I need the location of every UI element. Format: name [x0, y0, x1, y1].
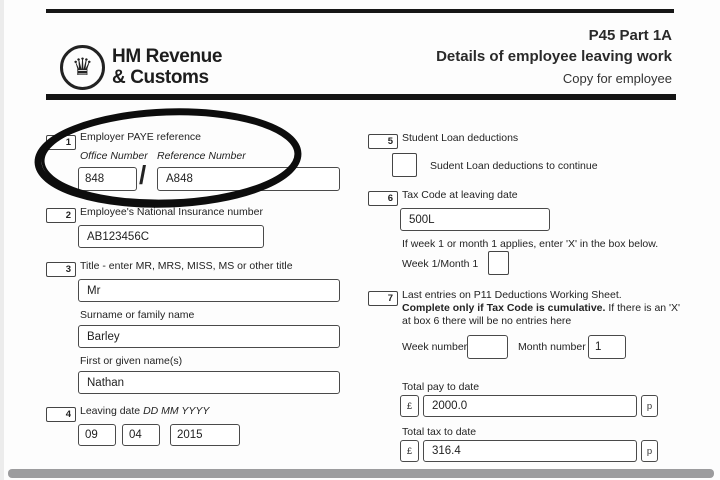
- first-name-label: First or given name(s): [80, 355, 183, 367]
- tax-pence-symbol: p: [641, 440, 658, 462]
- week-number-field[interactable]: [467, 335, 508, 359]
- total-pay-label: Total pay to date: [402, 381, 480, 393]
- total-pay-field[interactable]: 2000.0: [423, 395, 637, 417]
- office-number-label: Office Number: [80, 150, 148, 162]
- logo-line2: & Customs: [112, 67, 209, 88]
- student-loan-continue-label: Sudent Loan deductions to continue: [430, 160, 598, 172]
- month-number-field[interactable]: 1: [588, 335, 626, 359]
- header-rule: [46, 94, 676, 100]
- page-subtitle: Details of employee leaving work: [436, 48, 672, 65]
- box7-label-bold: Complete only if Tax Code is cumulative.: [402, 302, 606, 314]
- box6-label: Tax Code at leaving date: [402, 189, 518, 201]
- box7-label-line3: at box 6 there will be no entries here: [402, 315, 572, 327]
- office-number-field[interactable]: 848: [78, 167, 137, 191]
- ni-number-field[interactable]: AB123456C: [78, 225, 264, 248]
- reference-number-label: Reference Number: [157, 150, 246, 162]
- surname-field[interactable]: Barley: [78, 325, 340, 348]
- box6-note: If week 1 or month 1 applies, enter 'X' …: [402, 238, 659, 250]
- first-name-field[interactable]: Nathan: [78, 371, 340, 394]
- leaving-year-field[interactable]: 2015: [170, 424, 240, 446]
- leaving-month-field[interactable]: 04: [122, 424, 160, 446]
- box2-label: Employee's National Insurance number: [80, 206, 263, 218]
- week-number-label: Week number: [402, 341, 468, 353]
- student-loan-continue-checkbox[interactable]: [392, 153, 417, 177]
- top-edge-line: [46, 9, 674, 13]
- crown-icon: ♛: [71, 52, 94, 81]
- bottom-edge-bar: [8, 469, 714, 478]
- box4-label: Leaving date DD MM YYYY: [80, 405, 209, 417]
- week1-month1-box[interactable]: [488, 251, 509, 275]
- box5-label: Student Loan deductions: [402, 132, 519, 144]
- box7-number: 7: [368, 291, 398, 306]
- week1-month1-label: Week 1/Month 1: [402, 258, 479, 270]
- pay-currency-symbol: £: [400, 395, 419, 417]
- leaving-day-field[interactable]: 09: [78, 424, 116, 446]
- box1-number: 1: [46, 135, 76, 150]
- leaving-date-label: Leaving date: [80, 405, 141, 417]
- box7-label-line1: Last entries on P11 Deductions Working S…: [402, 289, 622, 301]
- box2-number: 2: [46, 208, 76, 223]
- box7-label-line2: Complete only if Tax Code is cumulative.…: [402, 302, 680, 314]
- box6-number: 6: [368, 191, 398, 206]
- tax-currency-symbol: £: [400, 440, 419, 462]
- box3-label: Title - enter MR, MRS, MISS, MS or other…: [80, 260, 293, 272]
- tax-code-field[interactable]: 500L: [400, 208, 550, 231]
- hmrc-logo-text: HM Revenue & Customs: [112, 46, 222, 88]
- title-field[interactable]: Mr: [78, 279, 340, 302]
- hmrc-logo: ♛: [60, 45, 105, 90]
- month-number-label: Month number: [518, 341, 586, 353]
- reference-number-field[interactable]: A848: [157, 167, 340, 191]
- box1-label: Employer PAYE reference: [80, 131, 201, 143]
- box3-number: 3: [46, 262, 76, 277]
- total-tax-label: Total tax to date: [402, 426, 477, 438]
- box4-number: 4: [46, 407, 76, 422]
- box5-number: 5: [368, 134, 398, 149]
- photo-left-edge: [0, 0, 4, 480]
- paye-reference-separator: /: [139, 160, 147, 190]
- copy-for-employee-label: Copy for employee: [562, 71, 672, 86]
- box7-label-after-bold: If there is an 'X': [605, 302, 681, 314]
- page-title: P45 Part 1A: [588, 27, 672, 44]
- surname-label: Surname or family name: [80, 309, 195, 321]
- total-tax-field[interactable]: 316.4: [423, 440, 637, 462]
- pay-pence-symbol: p: [641, 395, 658, 417]
- logo-line1: HM Revenue: [112, 46, 223, 67]
- date-format-hint: DD MM YYYY: [143, 405, 210, 417]
